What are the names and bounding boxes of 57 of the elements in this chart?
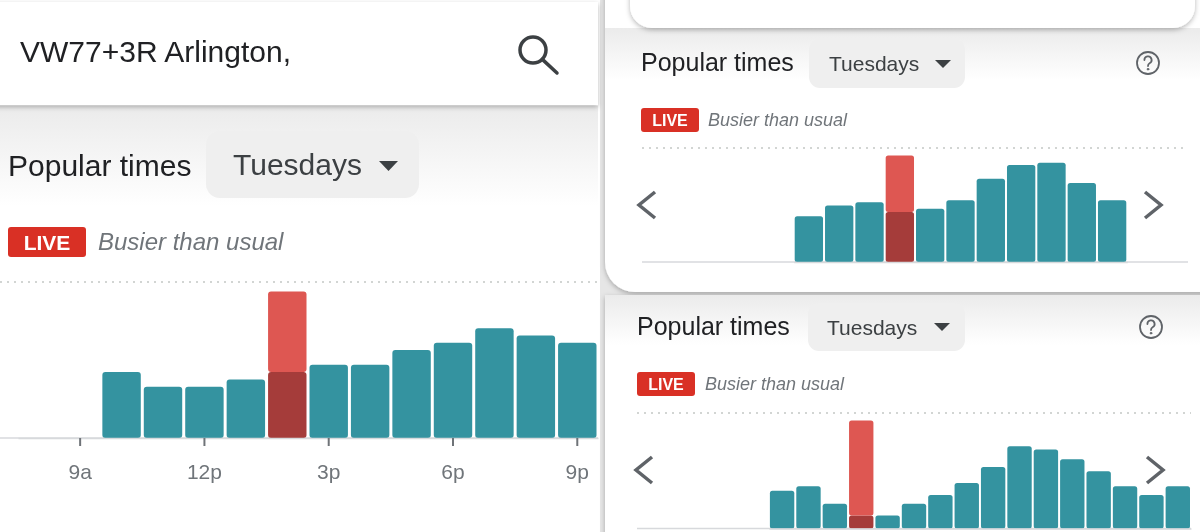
x-tick-label: 6p [441,460,465,483]
bar [980,466,1006,529]
bar [855,202,884,262]
bar [954,483,979,529]
bar [1165,486,1190,529]
bar [885,211,915,262]
chart-title: Popular times [8,149,192,182]
bar [849,420,874,516]
bar [475,328,514,438]
bar [1086,471,1111,529]
bar [928,494,953,529]
text: Busier than usual [705,374,846,394]
bar [268,291,307,373]
x-tick-label: 9p [565,460,589,483]
bar [946,200,975,262]
bar [849,515,874,529]
x-tick-label: 12p [186,460,222,483]
bar [143,386,183,438]
text: VW77+3R Arlington, [20,35,291,68]
x-tick-label: 9a [68,460,93,483]
bar [822,503,848,529]
bar [102,372,141,438]
bar [392,350,431,438]
live-badge: LIVE [8,227,86,257]
bar [769,490,795,529]
bar [976,178,1005,262]
bar [516,335,556,438]
bar [796,486,821,529]
bar [1139,494,1164,529]
bar [185,386,224,438]
bar [1037,162,1066,262]
bar [350,364,390,438]
live-badge: LIVE [641,108,699,132]
text: Busier than usual [98,228,285,255]
bar [1060,459,1085,529]
bar [916,208,945,262]
bar [433,342,473,438]
bar [1112,486,1138,529]
bar [268,372,307,438]
bar [558,342,597,438]
bar [1067,183,1096,262]
bar [825,205,854,262]
bar [1033,449,1059,529]
text: Busier than usual [708,110,849,130]
bar [875,515,900,529]
live-badge: LIVE [637,372,695,396]
x-tick-label: 3p [317,460,341,483]
bar [226,379,266,438]
bar [1006,164,1036,262]
bar [309,364,348,438]
chart-title: Popular times [637,312,790,340]
bar [1007,446,1032,529]
chart-title: Popular times [641,48,794,76]
bar [794,216,824,262]
bar [885,155,915,212]
bar [901,503,927,529]
bar [1097,200,1127,262]
